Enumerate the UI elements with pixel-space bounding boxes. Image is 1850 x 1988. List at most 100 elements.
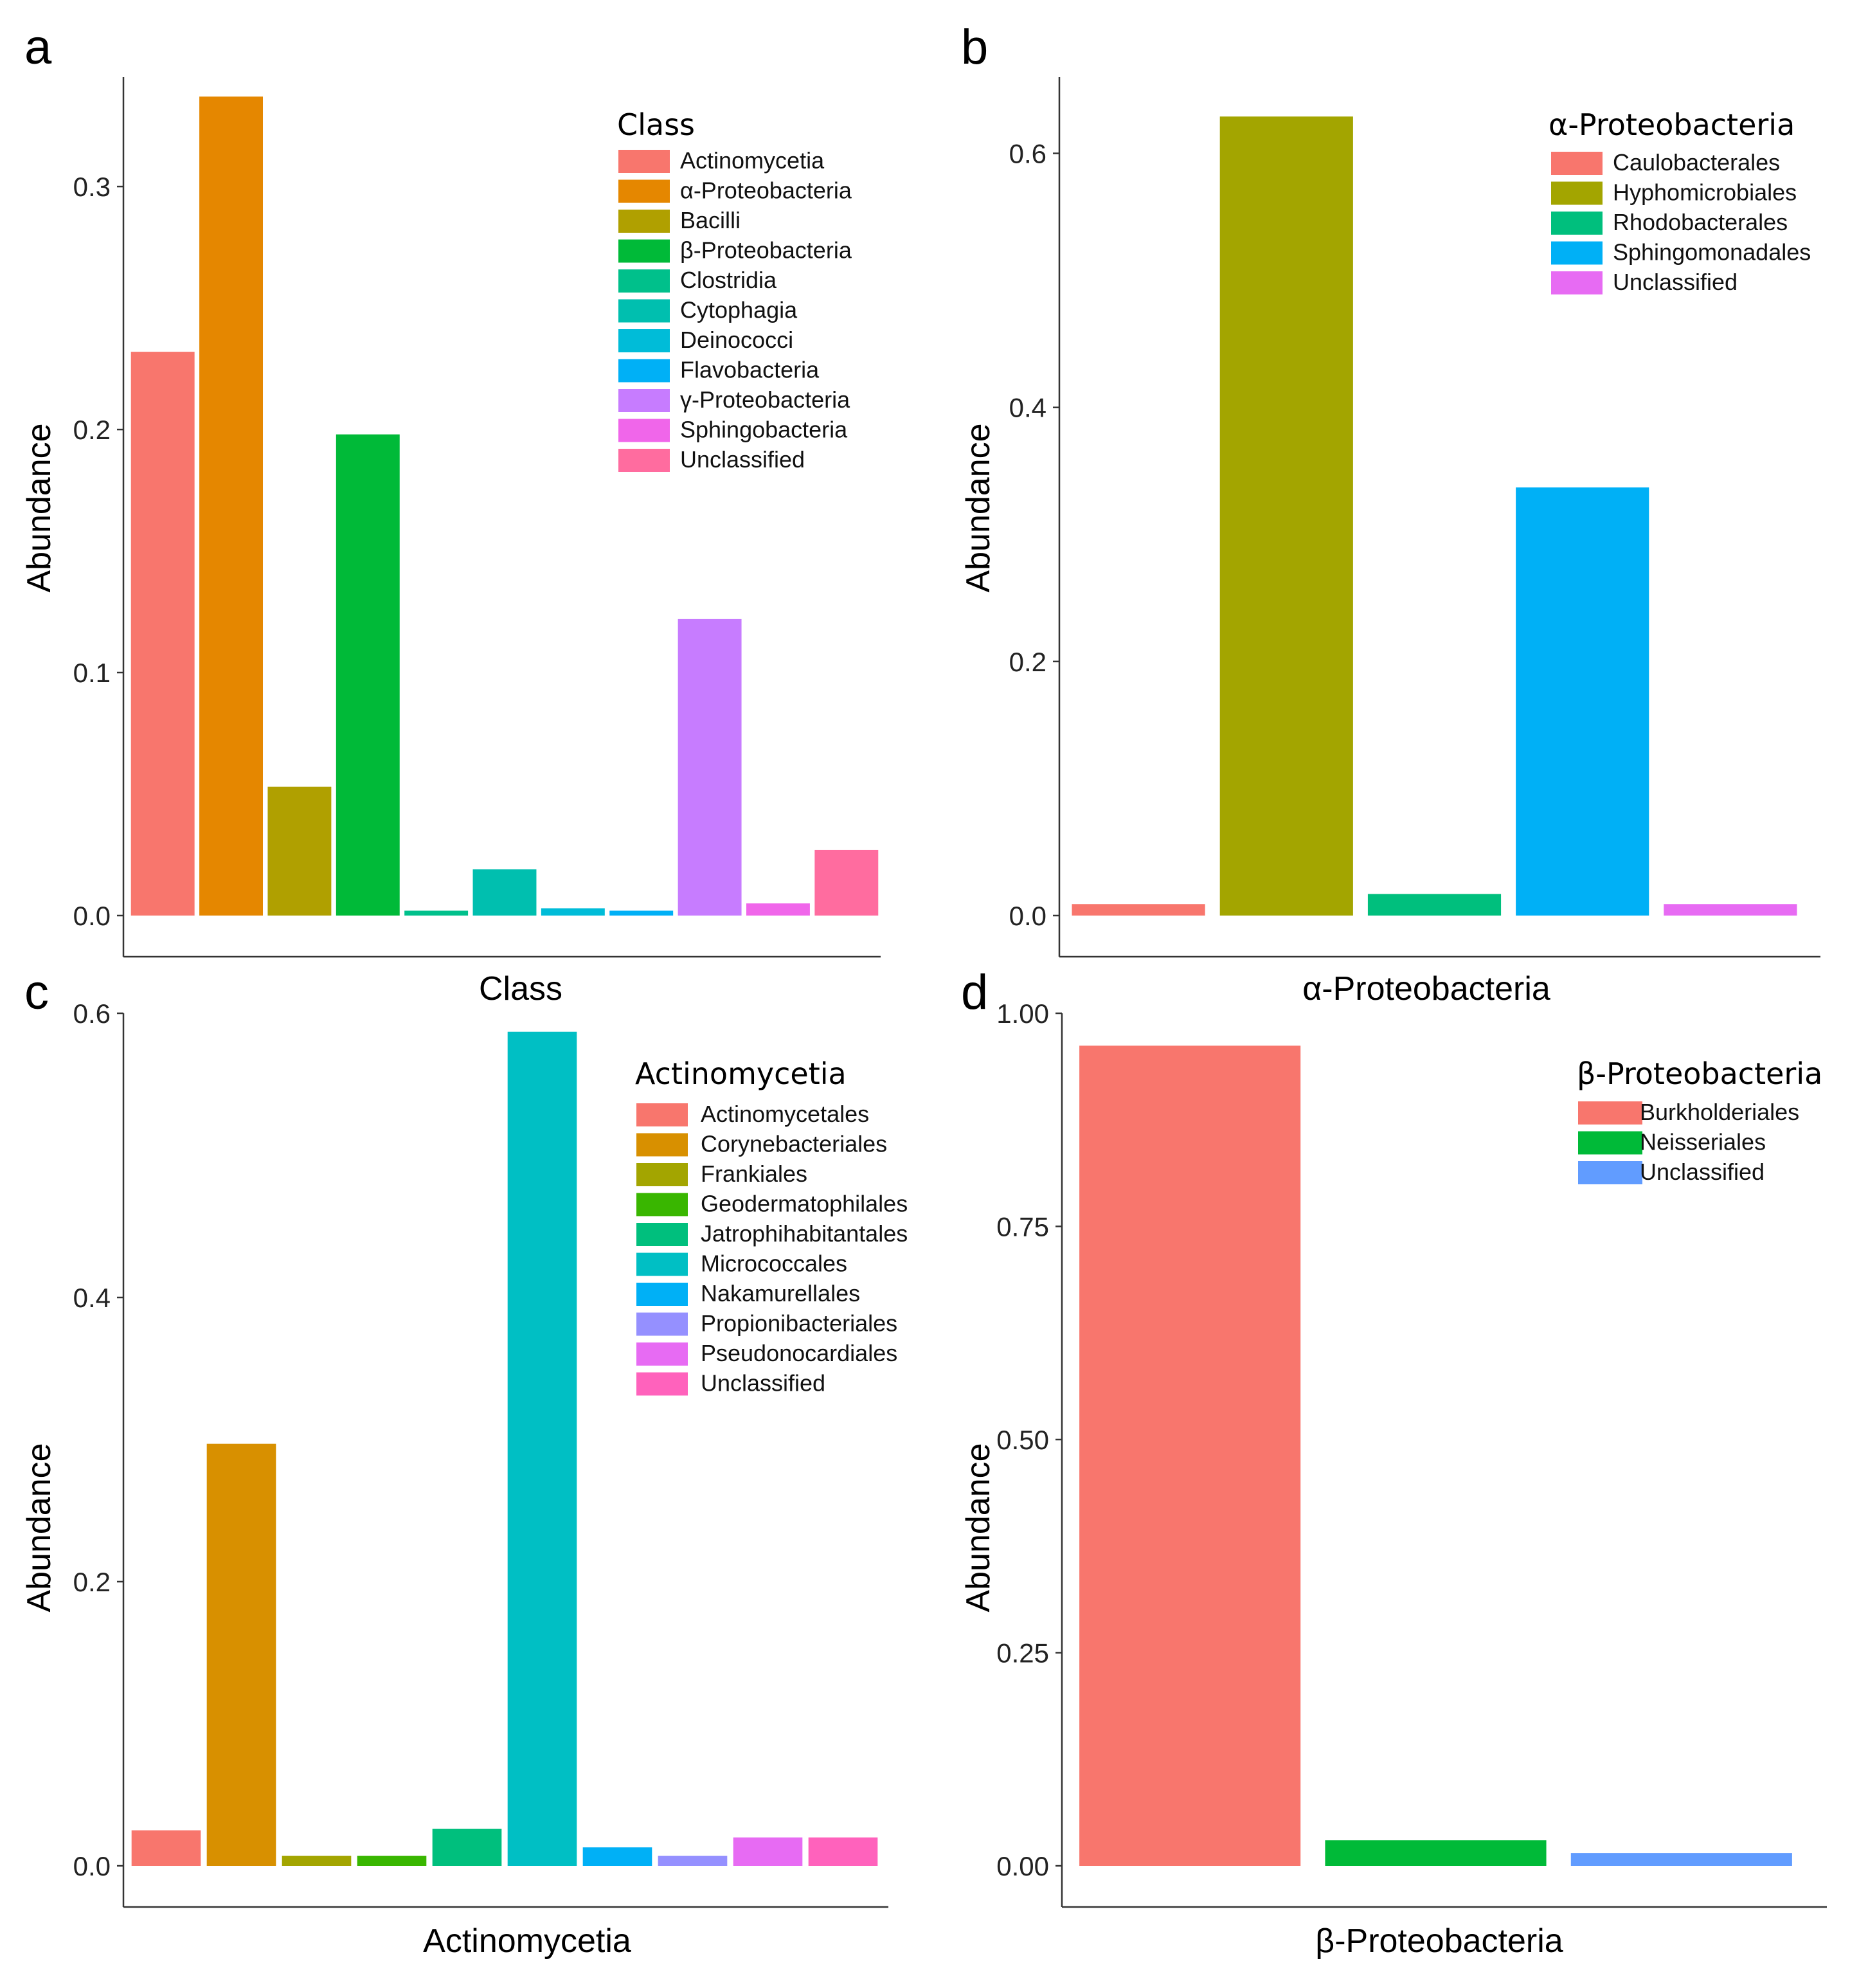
legend-swatch <box>618 329 670 352</box>
legend-label: Jatrophihabitantales <box>701 1220 908 1247</box>
y-tick-label: 0.3 <box>73 172 111 202</box>
y-tick-label: 0.2 <box>1009 647 1046 677</box>
panel-label: c <box>24 965 49 1020</box>
bar-sphingobacteria <box>746 903 810 916</box>
y-tick-label: 0.0 <box>73 1851 111 1881</box>
y-tick-label: 0.1 <box>73 658 111 688</box>
bar-jatrophihabitantales <box>432 1829 502 1866</box>
legend-label: Unclassified <box>1613 269 1738 295</box>
legend-label: Unclassified <box>1640 1159 1765 1185</box>
bar-micrococcales <box>507 1031 577 1866</box>
bar-sphingomonadales <box>1516 487 1649 916</box>
bar-unclassified <box>1664 904 1797 916</box>
bar-frankiales <box>282 1856 352 1866</box>
legend-title: Class <box>617 107 695 142</box>
chart-d: 0.00 0.25 0.50 0.75 1.00 β-Proteobacteria Abun… <box>960 999 1827 1960</box>
legend-label: Hyphomicrobiales <box>1613 179 1797 206</box>
legend-swatch <box>636 1372 688 1396</box>
legend-swatch <box>636 1283 688 1306</box>
legend-label: Geodermatophilales <box>701 1191 908 1217</box>
legend-swatch <box>1578 1131 1642 1155</box>
legend-label: γ-Proteobacteria <box>680 386 850 413</box>
legend-swatch <box>618 389 670 412</box>
legend-label: Neisseriales <box>1640 1129 1766 1155</box>
legend-swatch <box>636 1163 688 1186</box>
legend-title: α-Proteobacteria <box>1549 107 1795 142</box>
bar-hyphomicrobiales <box>1219 116 1353 916</box>
chart-b: 0.0 0.2 0.4 0.6 α-Proteobacteria Abundance α-P… <box>960 77 1820 1008</box>
panel-c: c 0.0 0.2 0.4 0.6 Actinomycetia Abundance Acti… <box>0 965 925 1988</box>
legend-label: Caulobacterales <box>1613 149 1780 176</box>
bar-actinomycetales <box>131 1830 201 1866</box>
y-tick-label: 0.00 <box>996 1851 1049 1881</box>
legend-swatch <box>1578 1101 1642 1125</box>
legend-swatch <box>618 359 670 383</box>
legend-label: Clostridia <box>680 267 777 293</box>
legend-label: Unclassified <box>680 446 805 473</box>
bar-cytophagia <box>472 869 537 916</box>
legend-label: Flavobacteria <box>680 357 820 383</box>
legend-label: Corynebacteriales <box>701 1131 887 1157</box>
legend-label: Micrococcales <box>701 1251 847 1277</box>
chart-a: 0.0 0.1 0.2 0.3 Class Abundance Class Actinomyc… <box>21 77 881 1008</box>
bar-corynebacteriales <box>206 1443 276 1866</box>
legend-swatch <box>618 150 670 173</box>
y-tick-label: 0.6 <box>73 999 111 1029</box>
legend-label: Frankiales <box>701 1161 807 1187</box>
legend-label: Sphingobacteria <box>680 417 848 443</box>
legend-label: β-Proteobacteria <box>680 237 852 264</box>
bar-rhodobacterales <box>1367 894 1502 916</box>
y-tick-label: 0.4 <box>73 1283 111 1313</box>
legend-swatch <box>618 299 670 323</box>
legend-label: Burkholderiales <box>1640 1099 1799 1125</box>
legend-label: Pseudonocardiales <box>701 1340 897 1366</box>
y-axis-title: Abundance <box>21 1443 58 1612</box>
y-tick-label: 0.75 <box>996 1212 1049 1242</box>
y-tick-label: 0.6 <box>1009 139 1046 169</box>
y-tick-label: 0.0 <box>73 901 111 931</box>
legend-label: α-Proteobacteria <box>680 177 852 204</box>
legend-label: Cytophagia <box>680 297 798 323</box>
legend-swatch <box>1551 212 1603 235</box>
y-tick-label: 0.4 <box>1009 393 1046 423</box>
bar-pseudonocardiales <box>733 1837 803 1866</box>
legend-swatch <box>1551 152 1603 175</box>
chart-c: 0.0 0.2 0.4 0.6 Actinomycetia Abundance Actino… <box>21 999 908 1960</box>
y-tick-label: 0.50 <box>996 1425 1049 1455</box>
bar-propionibacteriales <box>658 1856 728 1866</box>
panel-d: d 0.00 0.25 0.50 0.75 1.00 β-Proteobacteria Ab… <box>925 965 1850 1988</box>
legend-swatch <box>636 1103 688 1126</box>
legend-swatch <box>618 269 670 293</box>
legend-swatch <box>1551 241 1603 265</box>
panel-label: b <box>961 20 989 75</box>
bar-deinococci <box>541 908 605 916</box>
legend-swatch <box>636 1223 688 1246</box>
legend-label: Propionibacteriales <box>701 1310 897 1337</box>
y-tick-label: 1.00 <box>996 999 1049 1029</box>
bar-unclassified <box>1570 1853 1792 1866</box>
legend-swatch <box>636 1133 688 1157</box>
y-tick-label: 0.25 <box>996 1638 1049 1668</box>
bar-neisseriales <box>1325 1840 1547 1866</box>
legend-swatch <box>618 449 670 472</box>
legend-swatch <box>1551 271 1603 294</box>
legend-label: Nakamurellales <box>701 1280 860 1306</box>
bar-bacilli <box>267 786 332 916</box>
panel-label: d <box>961 965 989 1020</box>
bar-nakamurellales <box>582 1847 652 1866</box>
legend-label: Deinococci <box>680 327 793 353</box>
legend-swatch <box>1551 181 1603 205</box>
bar-burkholderiales <box>1079 1045 1301 1866</box>
legend-swatch <box>1578 1161 1642 1184</box>
bar-β-proteobacteria <box>336 434 400 916</box>
panel-a: a 0.0 0.1 0.2 0.3 Class Abundance Class Actinom… <box>0 0 925 1008</box>
legend-title: β-Proteobacteria <box>1577 1056 1822 1091</box>
legend-title: Actinomycetia <box>635 1056 847 1091</box>
legend-label: Sphingomonadales <box>1613 239 1811 266</box>
bar-unclassified <box>808 1837 878 1866</box>
y-axis-title: Abundance <box>960 423 997 592</box>
legend-label: Unclassified <box>701 1370 825 1396</box>
y-tick-label: 0.0 <box>1009 901 1046 931</box>
x-axis-title: Actinomycetia <box>423 1922 631 1960</box>
y-tick-label: 0.2 <box>73 1567 111 1597</box>
